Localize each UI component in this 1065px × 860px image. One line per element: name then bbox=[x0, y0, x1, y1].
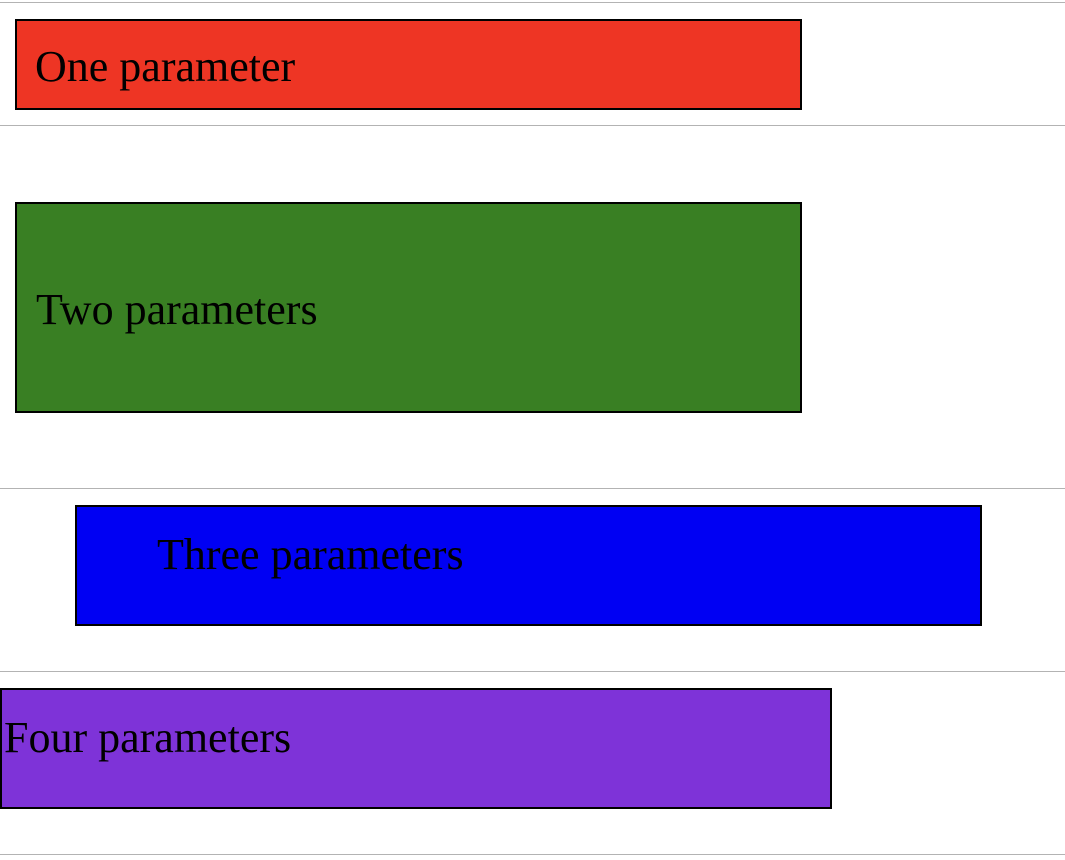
divider bbox=[0, 854, 1065, 855]
divider bbox=[0, 2, 1065, 3]
divider bbox=[0, 671, 1065, 672]
two-parameters-label: Two parameters bbox=[36, 285, 318, 334]
three-parameters-box: Three parameters bbox=[75, 505, 982, 626]
one-parameter-label: One parameter bbox=[35, 42, 296, 91]
divider bbox=[0, 488, 1065, 489]
four-parameters-box: Four parameters bbox=[0, 688, 832, 809]
divider bbox=[0, 125, 1065, 126]
three-parameters-label: Three parameters bbox=[157, 530, 464, 579]
two-parameters-box: Two parameters bbox=[15, 202, 802, 413]
one-parameter-box: One parameter bbox=[15, 19, 802, 110]
four-parameters-label: Four parameters bbox=[4, 713, 292, 762]
